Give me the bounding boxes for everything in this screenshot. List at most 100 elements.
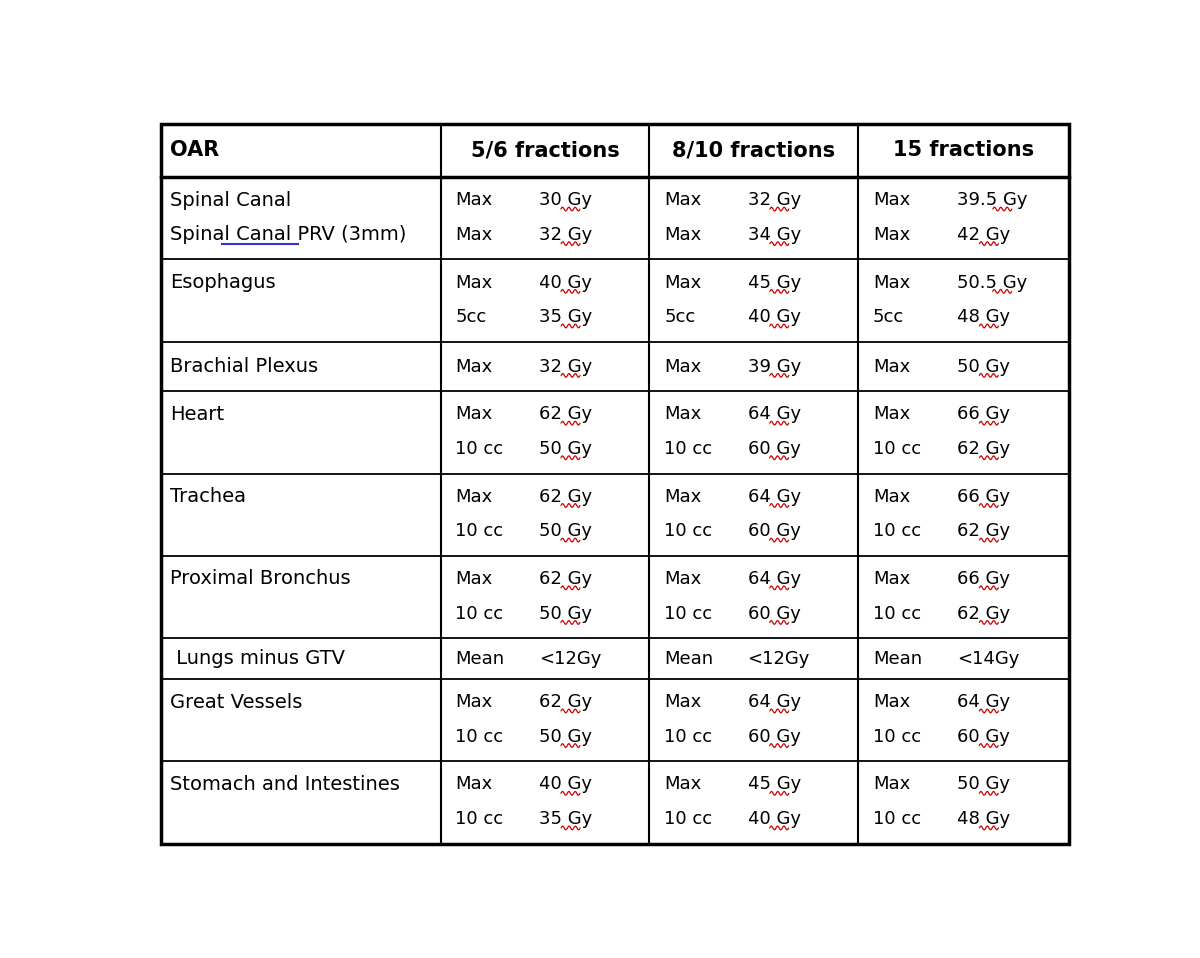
- Text: 64 Gy: 64 Gy: [748, 570, 800, 588]
- Text: 39 Gy: 39 Gy: [748, 357, 800, 376]
- Text: Max: Max: [872, 274, 911, 291]
- Text: 10 cc: 10 cc: [455, 440, 504, 458]
- Text: 10 cc: 10 cc: [664, 440, 713, 458]
- Text: 35 Gy: 35 Gy: [539, 810, 592, 828]
- Text: 8/10 fractions: 8/10 fractions: [672, 141, 835, 161]
- Text: Max: Max: [664, 694, 701, 711]
- Text: 62 Gy: 62 Gy: [958, 522, 1010, 540]
- Text: 45 Gy: 45 Gy: [748, 775, 800, 793]
- Text: Esophagus: Esophagus: [170, 273, 276, 292]
- Text: 50 Gy: 50 Gy: [539, 728, 592, 745]
- Text: 50 Gy: 50 Gy: [958, 775, 1010, 793]
- Text: 32 Gy: 32 Gy: [748, 192, 800, 209]
- Text: <14Gy: <14Gy: [958, 650, 1020, 668]
- Text: 10 cc: 10 cc: [455, 810, 504, 828]
- Text: Max: Max: [455, 570, 492, 588]
- Text: 60 Gy: 60 Gy: [748, 604, 800, 623]
- Text: Max: Max: [455, 405, 492, 423]
- Text: 50 Gy: 50 Gy: [958, 357, 1010, 376]
- Text: Max: Max: [455, 192, 492, 209]
- Text: 48 Gy: 48 Gy: [958, 308, 1010, 326]
- Text: 50 Gy: 50 Gy: [539, 604, 592, 623]
- Text: 10 cc: 10 cc: [872, 810, 922, 828]
- Text: Max: Max: [872, 357, 911, 376]
- Text: Max: Max: [872, 192, 911, 209]
- Text: 35 Gy: 35 Gy: [539, 308, 592, 326]
- Text: Spinal Canal PRV (3mm): Spinal Canal PRV (3mm): [170, 225, 407, 244]
- Text: Max: Max: [455, 357, 492, 376]
- Text: 62 Gy: 62 Gy: [958, 440, 1010, 458]
- Text: 50 Gy: 50 Gy: [539, 522, 592, 540]
- Text: 62 Gy: 62 Gy: [539, 488, 592, 506]
- Text: 10 cc: 10 cc: [455, 604, 504, 623]
- Text: <12Gy: <12Gy: [539, 650, 601, 668]
- Text: 60 Gy: 60 Gy: [748, 728, 800, 745]
- Text: 10 cc: 10 cc: [664, 728, 713, 745]
- Text: 42 Gy: 42 Gy: [958, 226, 1010, 243]
- Text: Lungs minus GTV: Lungs minus GTV: [170, 650, 346, 668]
- Text: Mean: Mean: [664, 650, 713, 668]
- Text: 62 Gy: 62 Gy: [958, 604, 1010, 623]
- Text: 62 Gy: 62 Gy: [539, 570, 592, 588]
- Text: Max: Max: [455, 226, 492, 243]
- Text: 64 Gy: 64 Gy: [958, 694, 1010, 711]
- Text: 50 Gy: 50 Gy: [539, 440, 592, 458]
- Text: 32 Gy: 32 Gy: [539, 226, 592, 243]
- Text: Spinal Canal: Spinal Canal: [170, 191, 292, 210]
- Text: 10 cc: 10 cc: [664, 522, 713, 540]
- Text: 5cc: 5cc: [455, 308, 486, 326]
- Text: Max: Max: [455, 775, 492, 793]
- Text: Max: Max: [455, 694, 492, 711]
- Text: Max: Max: [872, 226, 911, 243]
- Text: 62 Gy: 62 Gy: [539, 405, 592, 423]
- Text: 66 Gy: 66 Gy: [958, 570, 1010, 588]
- Text: Brachial Plexus: Brachial Plexus: [170, 357, 318, 376]
- Text: Max: Max: [664, 226, 701, 243]
- Text: 5cc: 5cc: [872, 308, 905, 326]
- Text: Max: Max: [664, 274, 701, 291]
- Text: 40 Gy: 40 Gy: [539, 274, 592, 291]
- Text: 39.5 Gy: 39.5 Gy: [958, 192, 1027, 209]
- Text: 64 Gy: 64 Gy: [748, 405, 800, 423]
- Text: 10 cc: 10 cc: [455, 522, 504, 540]
- Text: Max: Max: [455, 274, 492, 291]
- Text: OAR: OAR: [170, 141, 220, 161]
- Text: Max: Max: [455, 488, 492, 506]
- Text: Max: Max: [872, 694, 911, 711]
- Text: 10 cc: 10 cc: [872, 522, 922, 540]
- Text: Max: Max: [664, 570, 701, 588]
- Text: 40 Gy: 40 Gy: [748, 810, 800, 828]
- Text: 10 cc: 10 cc: [872, 440, 922, 458]
- Text: 64 Gy: 64 Gy: [748, 488, 800, 506]
- Text: Max: Max: [664, 405, 701, 423]
- Text: 10 cc: 10 cc: [664, 604, 713, 623]
- Text: 5/6 fractions: 5/6 fractions: [470, 141, 619, 161]
- Text: Proximal Bronchus: Proximal Bronchus: [170, 569, 352, 588]
- Text: Max: Max: [664, 775, 701, 793]
- Text: 45 Gy: 45 Gy: [748, 274, 800, 291]
- Text: Stomach and Intestines: Stomach and Intestines: [170, 775, 401, 794]
- Text: 60 Gy: 60 Gy: [748, 522, 800, 540]
- Text: Trachea: Trachea: [170, 488, 246, 506]
- Text: Max: Max: [664, 192, 701, 209]
- Text: 32 Gy: 32 Gy: [539, 357, 592, 376]
- Text: Mean: Mean: [872, 650, 922, 668]
- Text: 40 Gy: 40 Gy: [748, 308, 800, 326]
- Text: 40 Gy: 40 Gy: [539, 775, 592, 793]
- Text: 50.5 Gy: 50.5 Gy: [958, 274, 1027, 291]
- Text: 60 Gy: 60 Gy: [748, 440, 800, 458]
- Text: 60 Gy: 60 Gy: [958, 728, 1010, 745]
- Text: 34 Gy: 34 Gy: [748, 226, 800, 243]
- Text: Max: Max: [872, 405, 911, 423]
- Text: <12Gy: <12Gy: [748, 650, 810, 668]
- Text: Max: Max: [872, 570, 911, 588]
- Text: Heart: Heart: [170, 405, 224, 423]
- Text: Max: Max: [664, 357, 701, 376]
- Text: Mean: Mean: [455, 650, 504, 668]
- Text: 15 fractions: 15 fractions: [893, 141, 1034, 161]
- Text: 48 Gy: 48 Gy: [958, 810, 1010, 828]
- Text: 10 cc: 10 cc: [872, 604, 922, 623]
- Text: 10 cc: 10 cc: [872, 728, 922, 745]
- Text: Max: Max: [872, 488, 911, 506]
- Text: 5cc: 5cc: [664, 308, 695, 326]
